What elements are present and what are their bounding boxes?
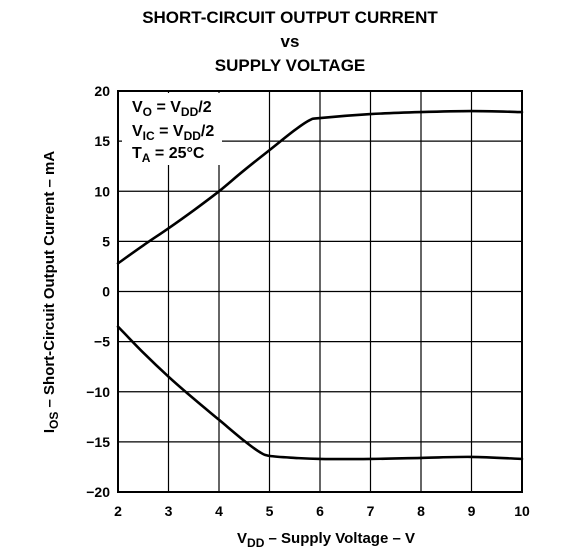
x-tick-label: 4 [215, 503, 223, 519]
tick-labels: 2 3 4 5 6 7 8 9 10 20 15 10 5 0 −5 −10 −15 −20 [86, 83, 530, 519]
y-tick-label: −20 [86, 484, 110, 500]
chart-title-line-2: vs [280, 32, 300, 51]
x-tick-label: 5 [266, 503, 274, 519]
series-line-negative [116, 325, 524, 461]
x-tick-label: 7 [367, 503, 375, 519]
condition-ta: TA = 25°C [132, 145, 205, 165]
plot-frame [117, 90, 523, 493]
conditions-box [122, 93, 222, 165]
series-layer [116, 109, 524, 461]
y-tick-label: 0 [102, 284, 110, 300]
y-tick-label: 20 [94, 83, 110, 99]
x-tick-label: 9 [468, 503, 476, 519]
x-axis-label: VDD – Supply Voltage – V [237, 530, 415, 550]
y-tick-label: 5 [102, 233, 110, 249]
y-tick-label: 10 [94, 183, 110, 199]
series-line-positive [116, 109, 524, 265]
x-tick-label: 3 [165, 503, 173, 519]
x-tick-label: 6 [316, 503, 324, 519]
y-tick-label: 15 [94, 133, 110, 149]
y-tick-label: −5 [94, 334, 110, 350]
chart-title-line-1: SHORT-CIRCUIT OUTPUT CURRENT [142, 8, 438, 27]
condition-vo: VO = VDD/2 [132, 99, 212, 119]
y-axis-label: IOS – Short-Circuit Output Current – mA [41, 151, 61, 434]
chart-title-line-3: SUPPLY VOLTAGE [214, 56, 366, 75]
y-tick-label: −10 [86, 384, 110, 400]
x-tick-label: 2 [114, 503, 122, 519]
x-tick-label: 10 [514, 503, 530, 519]
x-tick-label: 8 [417, 503, 425, 519]
y-tick-label: −15 [86, 434, 110, 450]
condition-vic: VIC = VDD/2 [132, 123, 214, 143]
